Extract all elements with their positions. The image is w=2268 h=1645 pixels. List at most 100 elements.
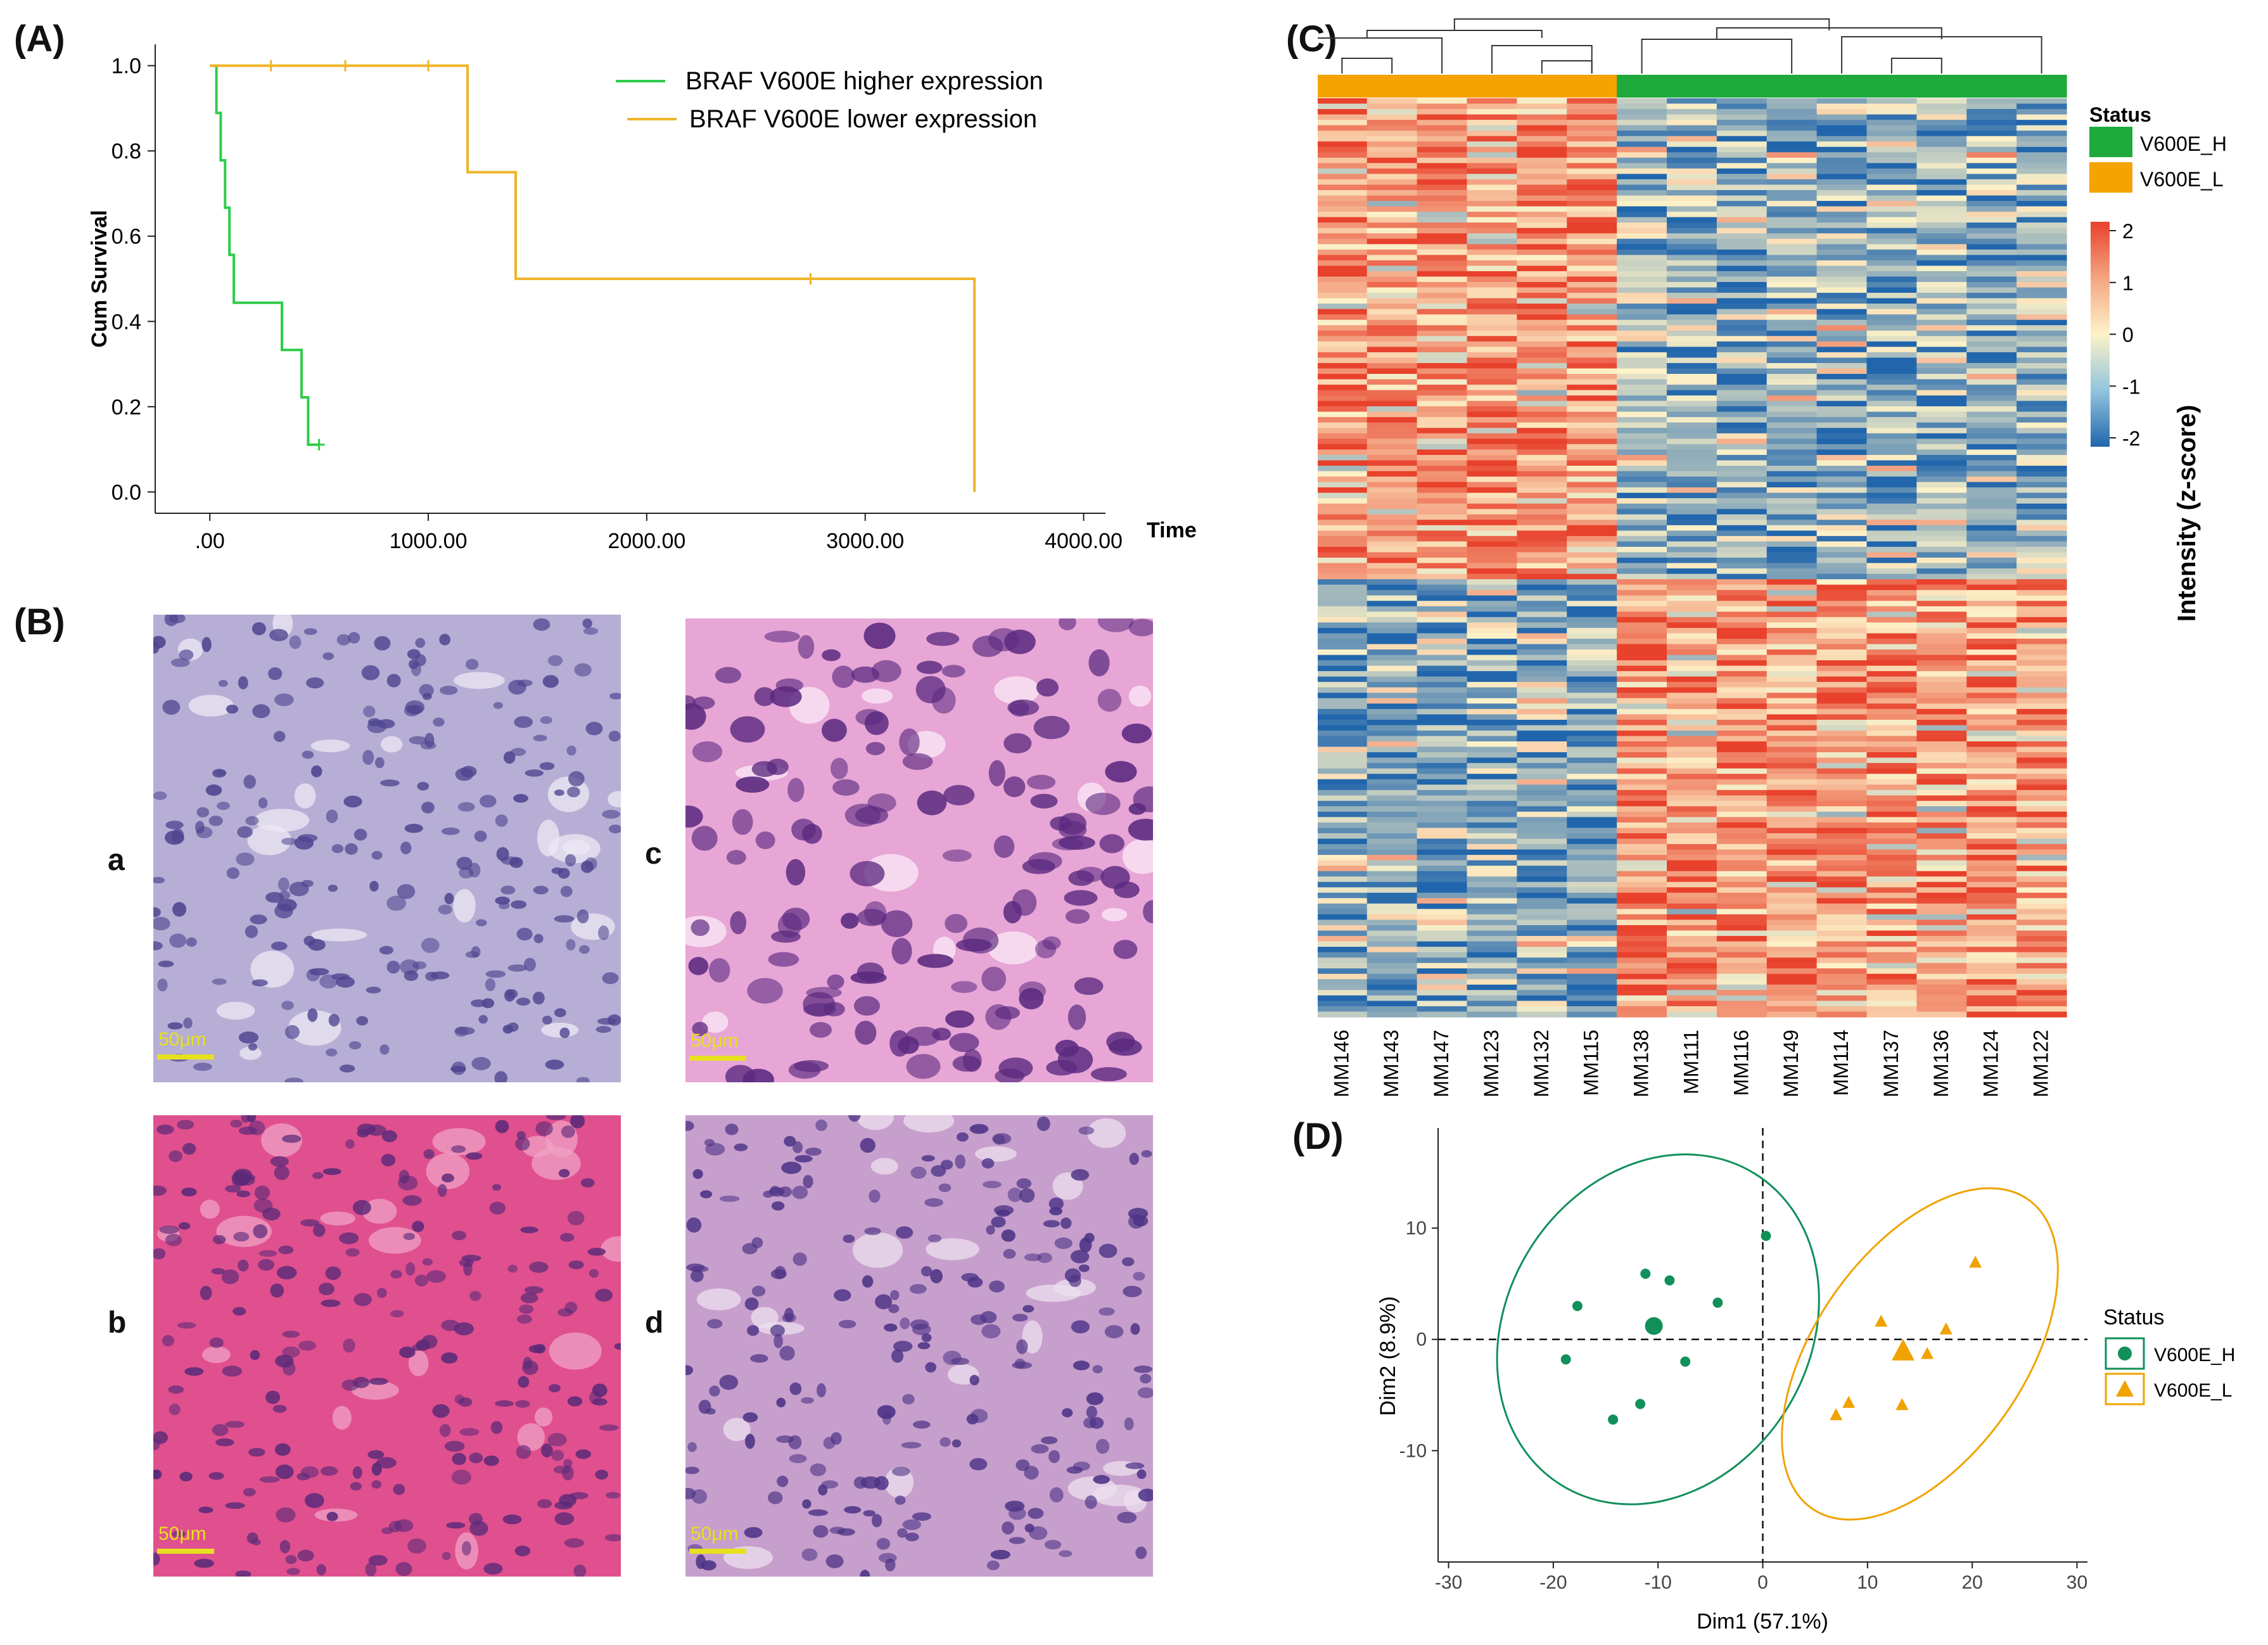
heatmap-cell xyxy=(1766,509,1818,515)
heatmap-cell xyxy=(1617,482,1667,488)
heatmap-cell xyxy=(1417,503,1468,509)
heatmap-cell xyxy=(1617,568,1667,575)
cell-nucleus xyxy=(775,678,803,693)
heatmap-cell xyxy=(1667,990,1717,996)
cell-nucleus xyxy=(685,1120,694,1131)
heatmap-cell xyxy=(1916,650,1967,656)
heatmap-cell xyxy=(1567,568,1617,575)
heatmap-cell xyxy=(1417,454,1468,461)
heatmap-cell xyxy=(1766,503,1818,509)
cell-nucleus xyxy=(331,844,344,854)
cell-nucleus xyxy=(252,704,271,719)
cell-nucleus xyxy=(441,827,460,835)
heatmap-cell xyxy=(1766,671,1818,677)
heatmap-cell xyxy=(1916,390,1967,396)
heatmap-cell xyxy=(1766,492,1818,499)
heatmap-cell xyxy=(1617,811,1667,818)
heatmap-cell xyxy=(1966,336,2017,342)
cell-nucleus xyxy=(479,795,497,808)
heatmap-cell xyxy=(1866,222,1917,229)
heatmap-cell xyxy=(1517,752,1567,758)
heatmap-cell xyxy=(1318,844,1368,850)
heatmap-cell xyxy=(1816,103,1868,110)
cell-nucleus xyxy=(284,1077,303,1082)
cell-nucleus xyxy=(336,634,351,646)
cell-nucleus xyxy=(597,1018,618,1025)
heatmap-cell xyxy=(1367,395,1418,402)
cell-nucleus xyxy=(595,1288,613,1302)
heatmap-cell xyxy=(1567,120,1617,126)
heatmap-cell xyxy=(1467,146,1517,153)
cell-nucleus xyxy=(1030,793,1058,809)
cell-nucleus xyxy=(407,1538,426,1554)
heatmap-cell xyxy=(1367,903,1418,910)
heatmap-cell xyxy=(1467,909,1517,915)
heatmap-cell xyxy=(1816,1011,1868,1018)
cell-nucleus xyxy=(567,1396,583,1407)
cell-nucleus xyxy=(945,914,967,933)
heatmap-cell xyxy=(1816,304,1868,310)
heatmap-cell xyxy=(1318,866,1368,872)
heatmap-cell xyxy=(1766,568,1818,575)
heatmap-cell xyxy=(1966,525,2017,531)
heatmap-cell xyxy=(1866,282,1917,288)
cell-nucleus xyxy=(685,805,703,828)
heatmap-cell xyxy=(1517,114,1567,120)
heatmap-cell xyxy=(1318,190,1368,196)
heatmap-cell xyxy=(1467,590,1517,596)
cell-nucleus xyxy=(875,1294,893,1310)
cell-nucleus xyxy=(515,1137,530,1151)
heatmap-cell xyxy=(1667,611,1717,618)
heatmap-cell xyxy=(2016,914,2067,921)
heatmap-cell xyxy=(1766,763,1818,769)
heatmap-cell xyxy=(1567,287,1617,293)
heatmap-cell xyxy=(1816,693,1868,699)
heatmap-cell xyxy=(1866,887,1917,893)
cell-nucleus xyxy=(243,774,256,789)
heatmap-cell xyxy=(1766,362,1818,369)
heatmap-cell xyxy=(1816,925,1868,931)
cell-nucleus xyxy=(348,1041,362,1049)
heatmap-cell xyxy=(1816,930,1868,937)
cell-nucleus xyxy=(956,1132,969,1142)
heatmap-cell xyxy=(1467,714,1517,720)
heatmap-cell xyxy=(1617,650,1667,656)
column-label: MM115 xyxy=(1580,1030,1603,1096)
colorbar-label: Intensity (z-score) xyxy=(2173,405,2201,622)
scale-label-c: 50μm xyxy=(691,1030,739,1051)
cell-nucleus xyxy=(1099,834,1124,854)
heatmap-cell xyxy=(1966,498,2017,504)
status-annotation-cell xyxy=(1467,75,1517,98)
heatmap-cell xyxy=(1318,201,1368,207)
heatmap-cell xyxy=(1866,244,1917,250)
cell-nucleus xyxy=(414,1274,429,1287)
cell-nucleus xyxy=(1012,1361,1033,1369)
heatmap-cell xyxy=(1716,1006,1768,1013)
cell-nucleus xyxy=(301,1466,319,1478)
heatmap-cell xyxy=(1716,146,1768,153)
heatmap-cell xyxy=(1367,530,1418,537)
cell-nucleus xyxy=(848,1115,861,1122)
heatmap-cell xyxy=(1617,757,1667,764)
heatmap-cell xyxy=(2016,811,2067,818)
heatmap-cell xyxy=(1367,601,1418,607)
heatmap-cell xyxy=(1866,368,1917,374)
heatmap-cell xyxy=(1567,973,1617,980)
heatmap-cell xyxy=(1318,125,1368,131)
heatmap-cell xyxy=(1866,120,1917,126)
heatmap-cell xyxy=(1567,741,1617,748)
heatmap-cell xyxy=(1617,304,1667,310)
cell-nucleus xyxy=(1079,1237,1092,1253)
heatmap-cell xyxy=(1617,336,1667,342)
heatmap-cell xyxy=(1617,222,1667,229)
heatmap-cell xyxy=(1866,957,1917,964)
cell-nucleus xyxy=(1130,1323,1140,1335)
heatmap-cell xyxy=(1766,887,1818,893)
heatmap-cell xyxy=(1966,109,2017,115)
cell-nucleus xyxy=(171,828,184,843)
cell-nucleus xyxy=(444,1440,465,1452)
cell-nucleus xyxy=(367,1450,385,1459)
cell-nucleus xyxy=(942,849,972,862)
cell-nucleus xyxy=(523,957,536,971)
heatmap-cell xyxy=(1766,800,1818,807)
